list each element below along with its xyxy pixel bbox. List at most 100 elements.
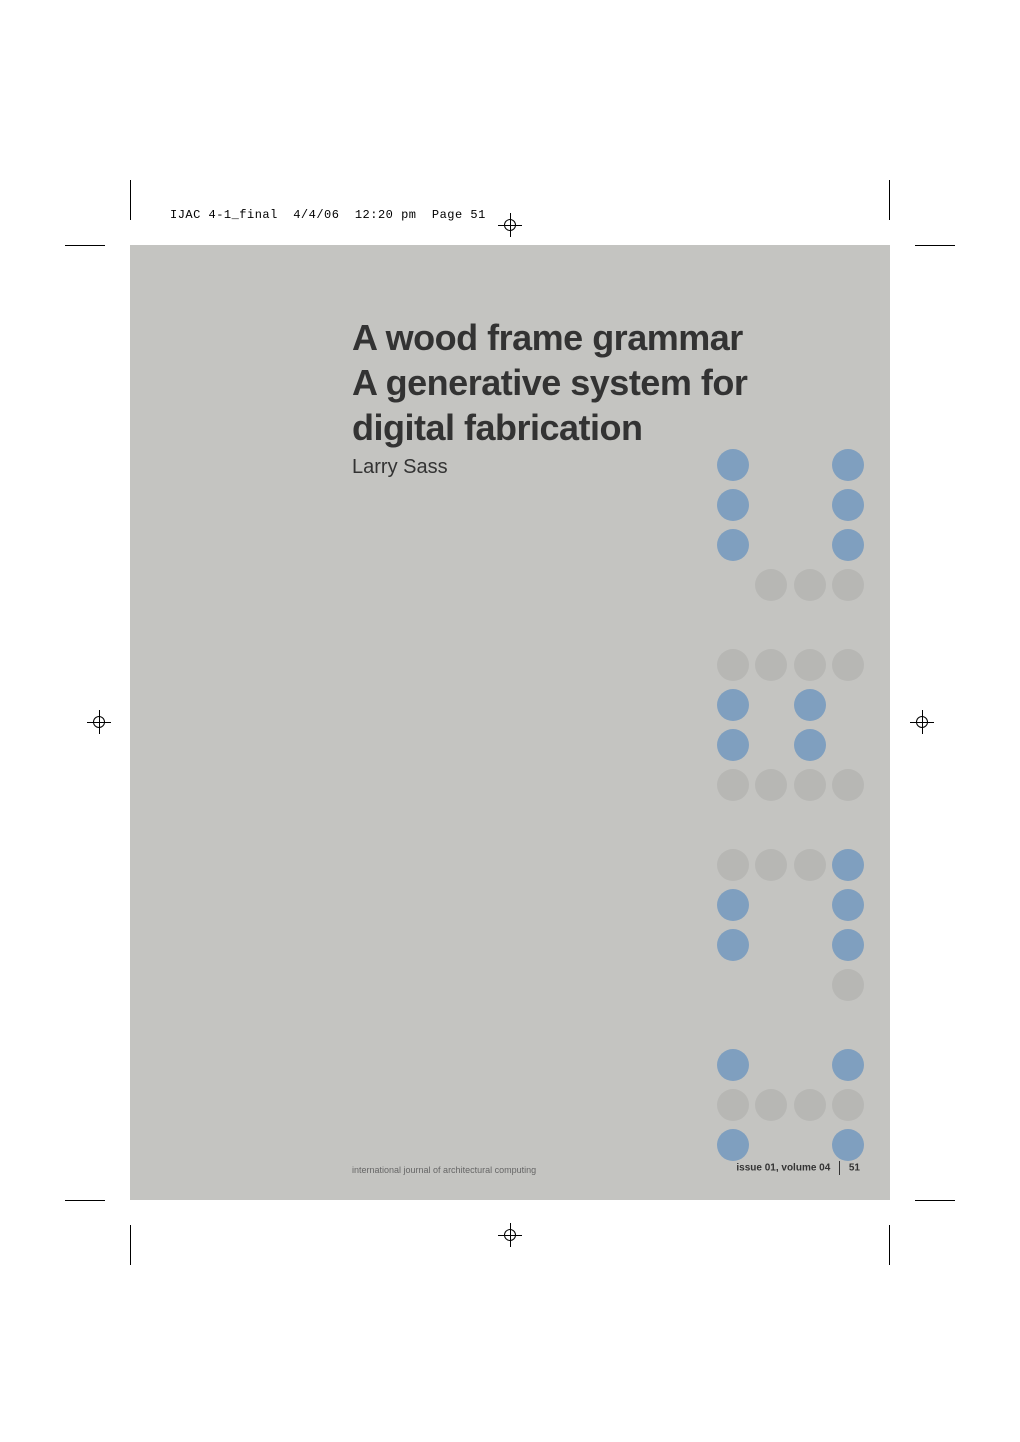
dot [717, 689, 749, 721]
dot [794, 849, 826, 881]
dot [717, 529, 749, 561]
dot-cell [713, 565, 752, 605]
dot-cell [674, 725, 713, 765]
dot-cell [751, 525, 790, 565]
dot-cell [751, 965, 790, 1005]
dot-cell [751, 1125, 790, 1165]
dot-cell [790, 565, 829, 605]
dot-cell [828, 1045, 867, 1085]
dot-cell [674, 685, 713, 725]
registration-mark [910, 710, 934, 734]
dot-cell [674, 885, 713, 925]
dot [717, 889, 749, 921]
dot-cell [597, 925, 636, 965]
dot-cell [713, 645, 752, 685]
dot [755, 649, 787, 681]
dot-cell [828, 565, 867, 605]
dot-cell [674, 1125, 713, 1165]
dot [832, 489, 864, 521]
print-filename: IJAC 4-1_final [170, 208, 278, 222]
dot-cell [597, 1125, 636, 1165]
issue-separator [839, 1161, 840, 1175]
dot [717, 1129, 749, 1161]
dot-row [597, 965, 867, 1005]
dot-cell [597, 1045, 636, 1085]
dot [832, 769, 864, 801]
dot-cell [790, 925, 829, 965]
dot-row [597, 925, 867, 965]
dot-cell [790, 845, 829, 885]
dot-cell [790, 1085, 829, 1125]
crop-mark [130, 180, 131, 220]
dot [717, 929, 749, 961]
dot-cell [790, 1125, 829, 1165]
dot-cell [828, 525, 867, 565]
print-time: 12:20 pm [355, 208, 417, 222]
registration-mark [498, 1223, 522, 1247]
dot-row [597, 645, 867, 685]
dot [755, 769, 787, 801]
dot-glyph [597, 845, 867, 1005]
dot-cell [636, 965, 675, 1005]
dot-cell [713, 885, 752, 925]
dot-cell [751, 445, 790, 485]
dot-row [597, 485, 867, 525]
dot-cell [597, 565, 636, 605]
dot-cell [828, 1125, 867, 1165]
article-title-line1: A wood frame grammar [352, 315, 862, 360]
page-content: A wood frame grammar A generative system… [130, 245, 890, 1200]
dot-cell [713, 1085, 752, 1125]
dot [717, 649, 749, 681]
dot [717, 729, 749, 761]
dot-cell [790, 645, 829, 685]
dot-row [597, 725, 867, 765]
dot-cell [828, 445, 867, 485]
dot-cell [674, 1085, 713, 1125]
article-title-line3: digital fabrication [352, 405, 862, 450]
dot-cell [674, 565, 713, 605]
dot-cell [751, 765, 790, 805]
dot-cell [751, 925, 790, 965]
dot-cell [674, 525, 713, 565]
dot-cell [828, 645, 867, 685]
dot-cell [636, 525, 675, 565]
dot-row [597, 685, 867, 725]
dot-cell [636, 885, 675, 925]
journal-name: international journal of architectural c… [352, 1165, 536, 1175]
dot-cell [674, 765, 713, 805]
dot-glyph [597, 445, 867, 605]
dot-cell [828, 485, 867, 525]
dot-cell [751, 685, 790, 725]
article-title-line2: A generative system for [352, 360, 862, 405]
dot-cell [713, 525, 752, 565]
dot-row [597, 565, 867, 605]
dot [832, 889, 864, 921]
dot-cell [713, 765, 752, 805]
crop-mark [889, 1225, 890, 1265]
decorative-dot-pattern [597, 445, 867, 1205]
dot-cell [713, 1045, 752, 1085]
dot [832, 569, 864, 601]
dot-cell [790, 725, 829, 765]
dot-cell [597, 885, 636, 925]
dot-cell [636, 565, 675, 605]
dot [794, 769, 826, 801]
dot-cell [751, 845, 790, 885]
dot [832, 1089, 864, 1121]
dot-cell [828, 765, 867, 805]
dot-cell [636, 485, 675, 525]
dot-cell [828, 925, 867, 965]
print-header: IJAC 4-1_final 4/4/06 12:20 pm Page 51 [170, 208, 486, 222]
dot-cell [674, 485, 713, 525]
dot [794, 729, 826, 761]
dot-cell [713, 725, 752, 765]
dot-cell [674, 445, 713, 485]
dot-cell [674, 645, 713, 685]
registration-mark [87, 710, 111, 734]
dot-cell [713, 1125, 752, 1165]
dot [832, 849, 864, 881]
issue-label: issue 01, volume 04 [736, 1163, 830, 1174]
dot [717, 1089, 749, 1121]
dot-cell [828, 885, 867, 925]
dot [832, 449, 864, 481]
